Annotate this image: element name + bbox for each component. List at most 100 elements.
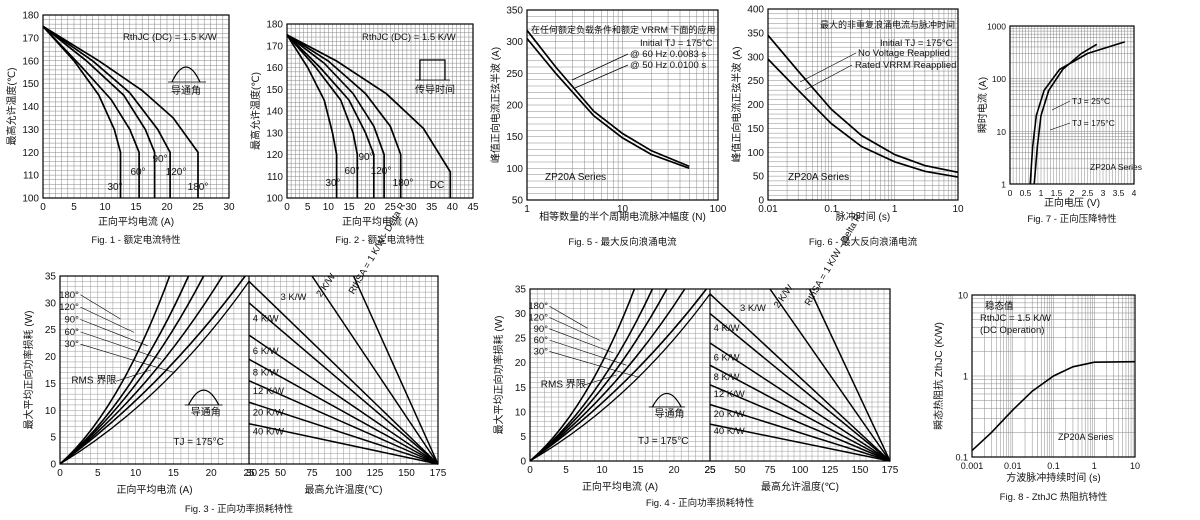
- fig4-y-tick: 25: [515, 334, 527, 345]
- fig3-rth-label: 4 K/W: [253, 314, 279, 325]
- fig2-series-label: 180°: [393, 178, 414, 189]
- fig3-rth-line-4: [248, 380, 439, 465]
- fig6-y-tick: 150: [747, 124, 764, 135]
- fig8-x-tick: 0.01: [1004, 461, 1022, 471]
- fig5-chart: 1 10 100 50 100 150 200 250 300 350 相等数量的半个周期电流脉冲幅…: [489, 6, 727, 249]
- fig4-x2-tick: 150: [852, 465, 869, 476]
- fig5-leader-line: [574, 64, 629, 89]
- fig4-rth-line-6: [709, 423, 891, 462]
- fig4-rth-label: 4 K/W: [714, 323, 740, 334]
- fig2-plot-frame: [286, 23, 474, 199]
- fig4-rth-line-1kw: [808, 288, 891, 462]
- fig3-rth-line-6: [248, 422, 439, 465]
- fig8-x-tick: 10: [1130, 461, 1140, 471]
- fig8-y-tick: 1: [963, 372, 968, 382]
- fig4-angle-leader: [549, 351, 640, 378]
- fig4-rth-line-1: [709, 312, 891, 462]
- fig2-x-tick: 25: [385, 202, 397, 213]
- fig4-x-axis-label: 正向平均电流 (A): [582, 480, 658, 493]
- fig5-series-line-1: [526, 37, 690, 170]
- fig5-y-tick: 350: [506, 6, 523, 17]
- fig3-x2-axis-label: 最高允许温度(℃): [305, 483, 383, 496]
- fig6-annotation: 最大的非重复浪涌电流与脉冲时间: [820, 19, 955, 30]
- fig3-angle-curve-1: [59, 275, 190, 465]
- fig7-y-tick: 100: [992, 74, 1006, 84]
- fig4-annotation: 导通角: [655, 408, 685, 420]
- fig4-annotation: RthSA = 1 K/W - Delta R: [803, 212, 864, 307]
- fig4-x2-tick: 175: [882, 465, 899, 476]
- fig7-series-line-1: [1029, 41, 1125, 185]
- fig6-caption: Fig. 6 - 最大反向浪涌电流: [809, 236, 918, 248]
- fig3-y-tick: 0: [50, 460, 56, 471]
- fig3-angle-label: 90°: [65, 315, 80, 326]
- fig3-x2-tick: 50: [275, 468, 287, 479]
- fig3-angle-leader: [80, 331, 162, 360]
- fig6-y-axis-label: 峰值正向电流正弦半波 (A): [730, 46, 743, 162]
- fig8-x-axis-label: 方波脉冲持续时间 (s): [1006, 471, 1100, 484]
- fig2-x-tick: 45: [467, 202, 479, 213]
- fig1-x-tick: 5: [71, 202, 77, 213]
- fig3-angle-label: 30°: [65, 339, 80, 350]
- fig5-leader-line: [571, 53, 629, 81]
- fig1-x-tick: 25: [192, 202, 204, 213]
- fig1-series-label: 180°: [188, 182, 209, 193]
- fig3-rth-line-3: [248, 358, 439, 465]
- fig4-angle-leader: [549, 328, 614, 354]
- fig6-y-tick: 0: [758, 196, 764, 207]
- fig7-plot-frame: [1009, 25, 1135, 185]
- fig6-y-tick: 200: [747, 100, 764, 111]
- fig8-y-axis-label: 瞬态热阻抗 ZthJC (K/W): [932, 322, 945, 430]
- fig7-x-tick: 1.5: [1051, 188, 1063, 198]
- fig6-x-axis-label: 脉冲时间 (s): [836, 210, 890, 223]
- fig2-y-tick: 160: [266, 63, 283, 74]
- fig2-y-tick: 180: [266, 20, 283, 31]
- fig1-x-tick: 10: [99, 202, 111, 213]
- fig3-x2-tick: 125: [367, 468, 384, 479]
- fig3-annotation: TJ = 175°C: [173, 437, 223, 448]
- fig3-rth-label: 20 K/W: [253, 408, 284, 419]
- fig3-annotation: 导通角: [191, 407, 221, 419]
- fig3-rth-label: 6 K/W: [253, 346, 279, 357]
- fig5-y-tick: 100: [506, 164, 523, 175]
- fig4-angle-leader: [549, 317, 601, 341]
- fig5-y-tick: 250: [506, 69, 523, 80]
- fig4-rms-limit-curve: [529, 293, 711, 462]
- fig3-rth-line-1kw: [352, 275, 439, 465]
- fig6-series-line-0: [767, 34, 959, 174]
- fig5-annotation: @ 50 Hz 0.0100 s: [630, 60, 706, 71]
- fig7-annotation: TJ = 25°C: [1072, 96, 1110, 106]
- fig6-y-tick: 50: [753, 172, 765, 183]
- fig5-y-tick: 200: [506, 101, 523, 112]
- fig4-angle-leader: [549, 339, 627, 366]
- fig7-series-line-0: [1033, 43, 1098, 185]
- fig2-caption: Fig. 2 - 额定电流特性: [335, 234, 425, 246]
- fig8-y-tick: 10: [958, 291, 968, 301]
- fig4-rms-leader: [583, 374, 617, 386]
- fig7-x-tick: 0.5: [1020, 188, 1032, 198]
- fig8-annotation: 稳态值: [985, 300, 1014, 312]
- fig1-plot-frame: [42, 14, 230, 199]
- fig3-rth-line-5: [248, 401, 439, 465]
- fig5-x-tick: 1: [524, 204, 530, 215]
- fig1-series-label: 90°: [152, 154, 167, 165]
- fig1-y-tick: 110: [23, 171, 39, 182]
- fig5-series-line-0: [526, 29, 690, 168]
- fig2-x-tick: 0: [284, 202, 290, 213]
- fig6-x-tick: 0.01: [758, 204, 778, 215]
- fig3-x-axis-label: 正向平均电流 (A): [116, 483, 192, 496]
- fig2-x-tick: 30: [405, 202, 417, 213]
- fig3-angle-leader: [80, 294, 121, 320]
- fig7-y-axis-label: 瞬时电流 (A): [976, 77, 989, 133]
- fig8-annotation: RthJC = 1.5 K/W: [980, 313, 1051, 324]
- fig5-caption: Fig. 5 - 最大反向浪涌电流: [568, 236, 677, 248]
- fig3-y-axis-label: 最大平均正向功率损耗 (W): [22, 311, 35, 430]
- fig1-y-tick: 150: [22, 79, 39, 90]
- fig4-x-tick: 25: [704, 465, 716, 476]
- fig3-angle-leader: [80, 343, 175, 373]
- fig7-chart: 0 0.5 1 1.5 2 2.5 3 3.5 4 1 10 100 1000 正向电压 (V) 瞬时电流 …: [976, 22, 1142, 226]
- fig3-y-tick: 35: [45, 272, 57, 283]
- fig8-x-tick: 0.001: [961, 461, 984, 471]
- fig5-x-tick: 10: [617, 204, 629, 215]
- fig1-annotation: RthJC (DC) = 1.5 K/W: [123, 32, 217, 43]
